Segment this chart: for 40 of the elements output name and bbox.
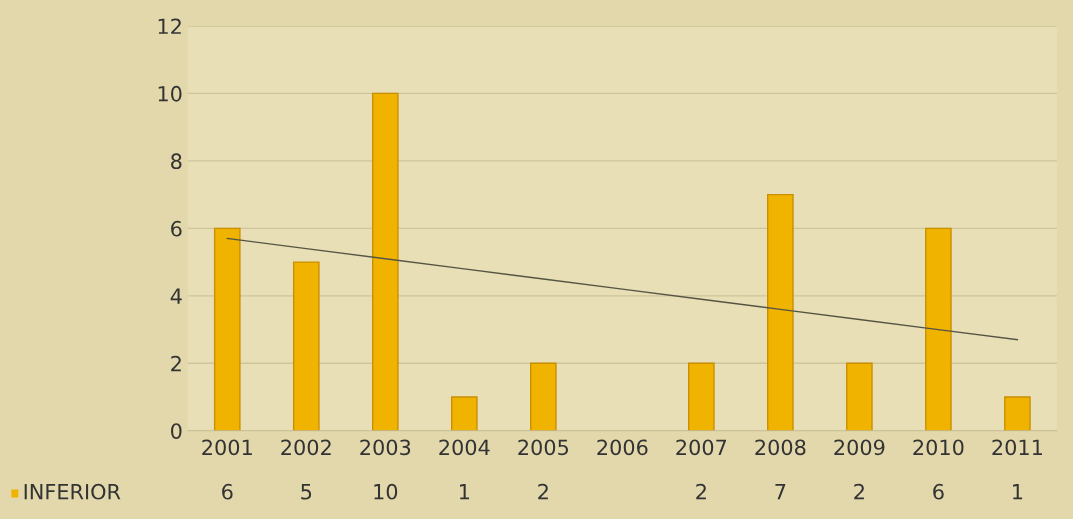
x-tick-label: 2003 — [360, 439, 411, 456]
legend-label: INFERIOR — [24, 483, 121, 500]
bar — [925, 227, 952, 431]
x-tick-label: 2011 — [992, 439, 1042, 456]
x-tick-label: 2004 — [439, 439, 490, 456]
y-tick-label: 0 — [171, 423, 182, 439]
bar — [767, 193, 794, 431]
y-tick-label: 10 — [158, 85, 182, 102]
data-label: 6 — [222, 483, 233, 500]
bar — [846, 362, 873, 431]
x-tick-label: 2007 — [676, 439, 727, 456]
data-label: 5 — [301, 484, 312, 500]
bar — [292, 261, 320, 431]
bar — [688, 362, 715, 431]
x-tick-label: 2005 — [518, 439, 569, 456]
bar — [450, 396, 478, 431]
line-series — [226, 237, 1019, 341]
y-tick-label: 12 — [158, 18, 181, 34]
bar — [371, 92, 399, 431]
data-label: 1 — [1013, 484, 1023, 500]
data-label: 2 — [854, 483, 864, 500]
x-tick-label: 2009 — [834, 439, 885, 456]
y-tick-label: 8 — [171, 153, 182, 170]
x-tick-label: 2006 — [597, 439, 648, 456]
bar — [213, 227, 241, 431]
data-label: 1 — [459, 484, 470, 500]
data-label: 2 — [696, 483, 706, 500]
bar — [1004, 396, 1031, 431]
x-tick-label: 2002 — [281, 439, 331, 456]
data-label: 6 — [933, 483, 944, 500]
x-tick-label: 2010 — [913, 439, 964, 456]
data-label: 7 — [775, 484, 786, 500]
bar — [529, 362, 557, 431]
data-label: 2 — [538, 483, 548, 500]
y-tick-label: 4 — [170, 288, 182, 304]
x-tick-label: 2001 — [202, 439, 252, 456]
x-tick-label: 2008 — [755, 439, 806, 456]
y-tick-label: 2 — [171, 355, 181, 372]
y-tick-label: 6 — [171, 220, 182, 237]
data-label: 10 — [374, 483, 398, 500]
